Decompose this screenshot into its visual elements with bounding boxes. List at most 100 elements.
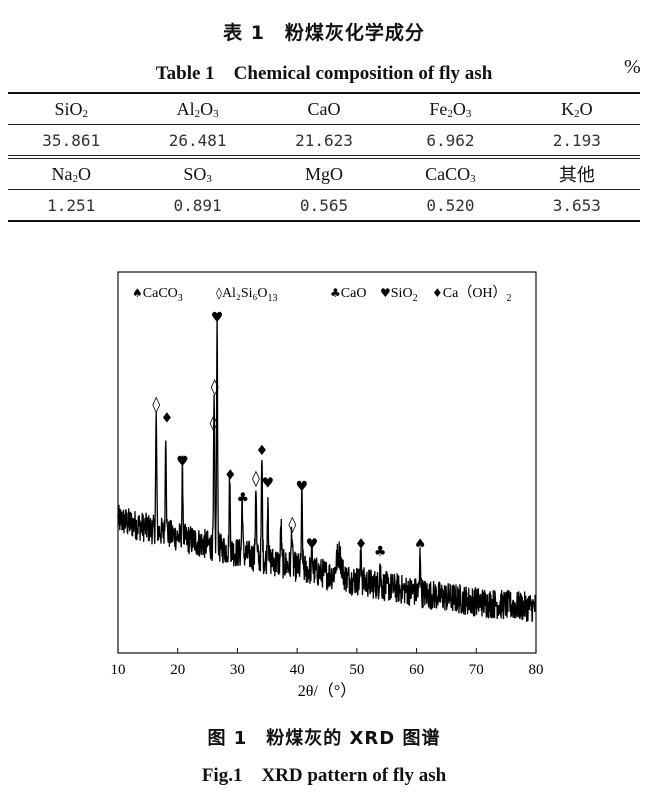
x-axis: 10 20 30 40 50 60 70 80: [111, 648, 544, 678]
table-rule: [8, 92, 640, 94]
value-cell: 6.962: [387, 131, 513, 150]
peak-marker: ◊: [211, 377, 219, 396]
x-tick-label: 20: [170, 662, 185, 678]
peak-marker: ◊: [252, 469, 260, 488]
table-rule: [8, 189, 640, 190]
peak-marker: ♦: [224, 468, 237, 484]
peak-marker: ♥: [262, 475, 275, 491]
header-cell: SiO2: [8, 99, 134, 120]
legend-symbol: ♠: [132, 286, 143, 300]
x-tick-label: 10: [111, 662, 126, 678]
legend-symbol: ♥: [380, 286, 391, 300]
subscript: 2: [72, 172, 78, 185]
subscript: 2: [574, 107, 580, 120]
value-cell: 0.520: [387, 196, 513, 215]
table-title-en: Table 1 Chemical composition of fly ash: [155, 63, 493, 84]
xrd-chart: ♠CaCO3 ◊Al₂Si₆O13 ♣CaO ♥SiO2 ♦Ca（OH）2 ◊♦♥♥◊◊…: [111, 271, 544, 700]
x-axis-label: 2θ/（°）: [298, 682, 357, 700]
figure-caption-cn: 图 1 粉煤灰的 XRD 图谱: [207, 728, 441, 749]
legend-label: CaCO: [143, 286, 178, 301]
cell-text: MgO: [305, 163, 344, 184]
legend-symbol: ♦: [432, 286, 443, 300]
table-title-cn: 表 1 粉煤灰化学成分: [223, 22, 425, 44]
header-cell: SO3: [134, 164, 260, 185]
peak-marker: ♦: [161, 411, 174, 427]
subscript: 3: [465, 107, 472, 120]
x-tick-label: 50: [349, 662, 364, 678]
value-cell: 0.891: [134, 196, 260, 215]
cell-text: K: [561, 98, 575, 119]
peak-marker: ♣: [374, 544, 387, 560]
legend-label: Ca（OH）: [443, 285, 507, 301]
subscript: 3: [470, 172, 476, 185]
peak-marker: ♥: [296, 479, 309, 495]
table-rule: [8, 155, 640, 159]
header-cell: Fe2O3: [387, 99, 513, 120]
legend-item: ♦Ca（OH）2: [432, 285, 512, 304]
cell-text: 0.520: [426, 195, 475, 215]
legend-label: CaO: [341, 286, 367, 301]
cell-text: 35.861: [42, 130, 101, 150]
cell-text: CaO: [307, 98, 341, 119]
legend-symbol: ◊: [216, 286, 222, 300]
cell-text: 0.565: [299, 195, 349, 215]
cell-text: 1.251: [47, 195, 96, 215]
peak-marker: ♣: [237, 491, 250, 507]
peak-marker: ♦: [355, 536, 368, 552]
plot-frame: [117, 271, 537, 654]
composition-table: SiO2 Al2O3 CaO Fe2O3 K2O 35.861 26.481 21.623 6.…: [8, 92, 640, 222]
legend-item: ♥SiO2: [380, 286, 418, 304]
legend-subscript: 3: [178, 293, 183, 304]
table-rule: [8, 220, 640, 222]
legend-item: ◊Al₂Si₆O13: [216, 286, 278, 304]
legend-subscript: 13: [268, 293, 278, 304]
value-cell: 0.565: [261, 196, 387, 215]
cell-text: 21.623: [295, 130, 353, 150]
cell-text: 6.962: [426, 130, 475, 150]
xrd-pattern-line: [117, 312, 537, 623]
chart-legend: ♠CaCO3 ◊Al₂Si₆O13 ♣CaO ♥SiO2 ♦Ca（OH）2: [132, 285, 512, 304]
legend-item: ♣CaO: [330, 286, 366, 301]
header-cell: MgO: [261, 164, 387, 185]
cell-text: Fe: [429, 98, 448, 119]
header-cell: CaO: [261, 99, 387, 120]
value-cell: 26.481: [134, 131, 260, 150]
cell-text: O: [200, 98, 214, 119]
cell-text: 3.653: [552, 195, 601, 215]
cell-text: 26.481: [168, 130, 227, 150]
x-tick-label: 40: [290, 662, 305, 678]
value-cell: 1.251: [8, 196, 134, 215]
legend-label: SiO: [391, 286, 413, 301]
header-row: SiO2 Al2O3 CaO Fe2O3 K2O: [8, 94, 640, 124]
peak-marker: ◊: [288, 514, 296, 533]
value-cell: 2.193: [514, 131, 640, 150]
header-cell: K2O: [514, 99, 640, 120]
peak-marker: ♦: [256, 443, 269, 459]
value-cell: 35.861: [8, 131, 134, 150]
table-rule: [8, 124, 640, 125]
legend-item: ♠CaCO3: [132, 286, 183, 304]
legend-symbol: ♣: [330, 286, 341, 300]
header-cell: 其他: [514, 161, 640, 187]
legend-subscript: 2: [413, 293, 418, 304]
header-cell: Al2O3: [134, 99, 260, 120]
subscript: 2: [194, 107, 201, 120]
cell-text: CaCO: [425, 163, 471, 184]
peak-marker: ♥: [176, 454, 189, 470]
cell-text: O: [77, 163, 91, 184]
cell-text: SiO: [54, 98, 83, 119]
cell-text: O: [452, 98, 466, 119]
x-tick-label: 60: [409, 662, 424, 678]
legend-subscript: 2: [507, 293, 512, 304]
figure-caption-en: Fig.1 XRD pattern of fly ash: [201, 765, 447, 786]
cell-text: Al: [176, 98, 195, 119]
cell-text: SO: [183, 163, 207, 184]
subscript: 2: [447, 107, 453, 120]
subscript: 3: [206, 172, 212, 185]
header-row: Na2O SO3 MgO CaCO3 其他: [8, 159, 640, 189]
plot-area: ◊♦♥♥◊◊♦♣◊♦♥◊♥♥ ♦ ♣ ♠: [117, 271, 537, 654]
value-cell: 21.623: [261, 131, 387, 150]
legend-label: Al₂Si₆O: [222, 286, 268, 301]
value-row: 35.861 26.481 21.623 6.962 2.193: [8, 125, 640, 155]
peak-marker: ♠: [414, 536, 427, 552]
